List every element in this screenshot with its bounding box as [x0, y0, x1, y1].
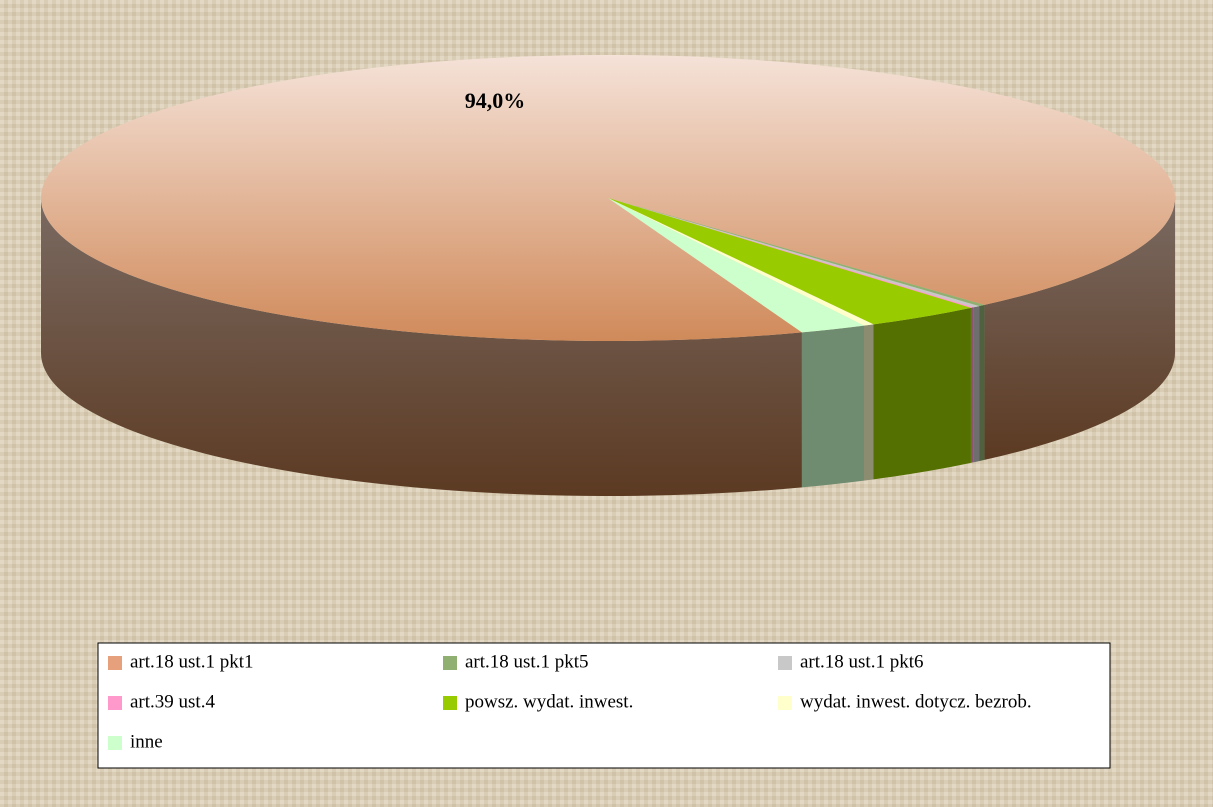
- slice: [608, 198, 974, 308]
- legend-swatch: [443, 656, 457, 670]
- legend-swatch: [778, 696, 792, 710]
- legend-label: powsz. wydat. inwest.: [465, 691, 633, 712]
- legend-swatch: [778, 656, 792, 670]
- slice-side: [801, 325, 865, 488]
- pie: [41, 55, 1176, 496]
- legend-label: art.18 ust.1 pkt5: [465, 651, 589, 672]
- legend-label: art.18 ust.1 pkt6: [800, 651, 924, 672]
- slice: [608, 198, 865, 333]
- legend: art.18 ust.1 pkt1 art.18 ust.1 pkt5 art.18…: [108, 651, 1032, 752]
- slice-side: [41, 198, 802, 496]
- slice: [41, 55, 1176, 341]
- slice-side: [973, 306, 980, 463]
- slice-side: [984, 198, 1175, 460]
- legend-label: wydat. inwest. dotycz. bezrob.: [800, 691, 1032, 712]
- slice-side: [970, 307, 974, 463]
- slice: [608, 198, 971, 325]
- legend-swatch: [108, 736, 122, 750]
- legend-swatch: [443, 696, 457, 710]
- slice: [608, 198, 874, 326]
- legend-label: inne: [130, 731, 163, 752]
- slice-side: [873, 307, 971, 480]
- slice-side: [864, 324, 874, 481]
- legend-label: art.18 ust.1 pkt1: [130, 651, 254, 672]
- data-label: 94,0%: [465, 88, 526, 113]
- slice: [608, 198, 980, 308]
- legend-box: [97, 642, 1111, 769]
- slice-side: [979, 304, 985, 462]
- legend-swatch: [108, 696, 122, 710]
- slice: [608, 198, 985, 307]
- legend-swatch: [108, 656, 122, 670]
- legend-label: art.39 ust.4: [130, 691, 215, 712]
